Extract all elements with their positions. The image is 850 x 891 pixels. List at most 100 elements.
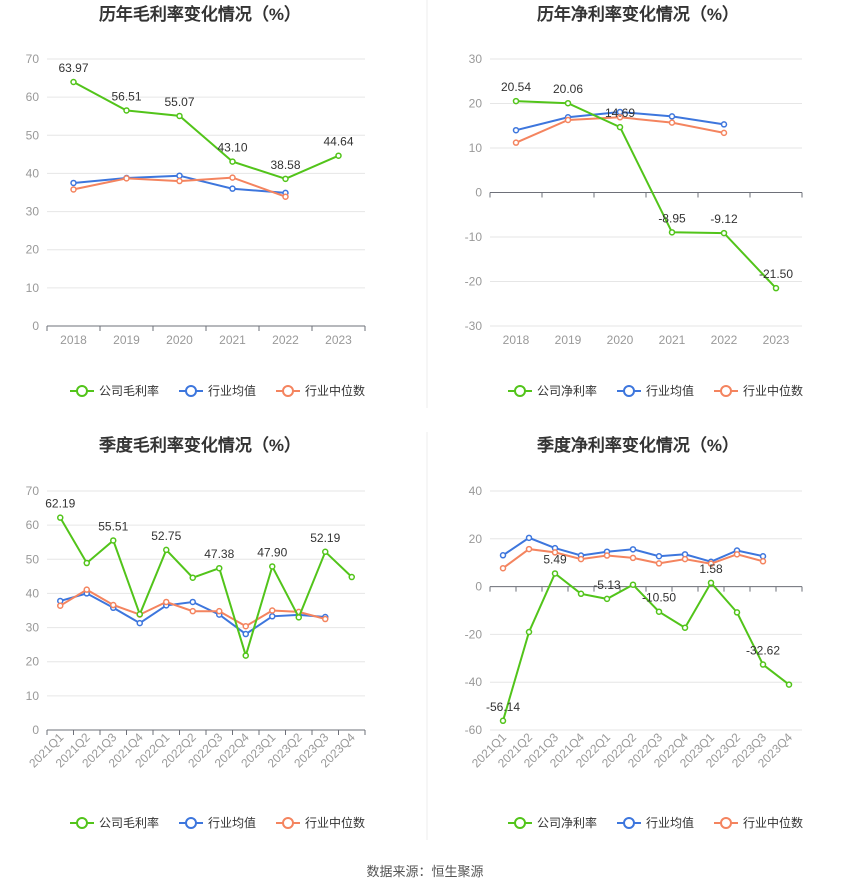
- data-label: 1.58: [699, 562, 723, 576]
- series-line: [515, 100, 777, 289]
- data-point: [681, 555, 689, 563]
- data-point: [322, 615, 329, 623]
- data-point: [70, 179, 77, 187]
- data-label: 55.07: [164, 95, 194, 109]
- data-point: [348, 573, 355, 581]
- data-label: -32.62: [746, 644, 780, 658]
- data-point: [176, 177, 183, 185]
- y-tick-label: 10: [469, 141, 483, 155]
- chart-title: 历年净利率变化情况（%）: [537, 4, 739, 24]
- x-tick-label: 2019: [555, 333, 582, 347]
- y-tick-label: 20: [469, 97, 483, 111]
- legend-marker: [720, 817, 732, 829]
- legend-label: 行业均值: [208, 383, 256, 398]
- y-tick-label: 20: [469, 532, 483, 546]
- data-label: 47.90: [257, 545, 287, 559]
- data-source-footer: 数据来源：恒生聚源: [366, 864, 483, 879]
- data-point: [759, 552, 767, 560]
- series-line: [502, 571, 790, 722]
- y-tick-label: 30: [469, 52, 483, 66]
- y-tick-label: 60: [26, 90, 40, 104]
- data-point: [110, 537, 117, 544]
- y-tick-label: 0: [475, 580, 482, 594]
- y-tick-label: 40: [469, 484, 483, 498]
- y-tick-label: 30: [26, 621, 40, 635]
- data-point: [603, 552, 611, 559]
- data-point: [499, 717, 507, 725]
- data-point: [242, 652, 249, 659]
- data-label: 20.54: [501, 80, 531, 94]
- chart-title: 季度毛利率变化情况（%）: [99, 435, 301, 455]
- legend-label: 行业中位数: [305, 383, 365, 398]
- y-tick-label: 40: [26, 586, 40, 600]
- legend-marker: [514, 817, 526, 829]
- legend-marker: [623, 817, 635, 829]
- data-point: [282, 175, 289, 183]
- data-point: [655, 552, 663, 560]
- data-point: [655, 608, 663, 615]
- data-point: [136, 611, 143, 618]
- legend-marker: [514, 385, 526, 397]
- data-point: [242, 630, 249, 638]
- data-point: [70, 78, 77, 86]
- data-label: 47.38: [204, 547, 234, 561]
- data-point: [83, 586, 90, 593]
- data-label: 5.49: [543, 552, 567, 566]
- data-label: -10.50: [642, 591, 676, 605]
- annual-gross-margin-chart: 历年毛利率变化情况（%） 0 10 20 30 40 50 60 70 2018 2019 2020…: [26, 4, 366, 398]
- data-label: 20.06: [553, 82, 583, 96]
- legend-marker: [76, 817, 88, 829]
- data-point: [655, 560, 663, 567]
- x-tick-label: 2023: [325, 333, 352, 347]
- data-point: [681, 624, 689, 631]
- data-label: 52.19: [310, 531, 340, 545]
- data-point: [772, 284, 780, 292]
- data-point: [720, 121, 728, 128]
- data-point: [83, 559, 90, 567]
- x-tick-label: 2022: [272, 333, 299, 347]
- data-point: [759, 558, 767, 565]
- legend-label: 行业中位数: [305, 815, 365, 830]
- legend-marker: [282, 817, 294, 829]
- data-point: [163, 598, 170, 606]
- y-tick-label: 50: [26, 552, 40, 566]
- data-point: [229, 174, 236, 181]
- legend-label: 行业均值: [208, 815, 256, 830]
- data-point: [335, 152, 342, 159]
- data-point: [603, 595, 611, 603]
- data-point: [707, 560, 715, 567]
- y-tick-label: -30: [465, 319, 483, 333]
- legend-label: 行业中位数: [743, 383, 803, 398]
- legend-marker: [282, 385, 294, 397]
- data-point: [57, 514, 64, 521]
- legend-label: 行业均值: [646, 815, 694, 830]
- data-point: [269, 563, 276, 570]
- y-tick-label: -10: [465, 230, 483, 244]
- data-label: 52.75: [151, 529, 181, 543]
- data-point: [668, 113, 676, 120]
- x-tick-label: 2020: [607, 333, 634, 347]
- data-point: [785, 681, 793, 688]
- data-point: [616, 123, 624, 131]
- legend-label: 公司净利率: [537, 815, 597, 830]
- chart-title: 历年毛利率变化情况（%）: [99, 4, 301, 24]
- data-point: [512, 139, 520, 146]
- data-point: [525, 628, 533, 636]
- data-point: [629, 581, 637, 588]
- x-tick-label: 2023: [763, 333, 790, 347]
- y-tick-label: -20: [465, 627, 483, 641]
- data-point: [282, 193, 289, 200]
- y-tick-label: 10: [26, 281, 40, 295]
- data-label: 63.97: [58, 61, 88, 75]
- data-point: [163, 546, 170, 554]
- data-point: [551, 549, 559, 556]
- data-point: [136, 619, 143, 627]
- data-point: [525, 534, 533, 542]
- data-point: [499, 552, 507, 559]
- data-point: [123, 175, 130, 182]
- data-point: [216, 607, 223, 615]
- data-point: [57, 602, 64, 609]
- y-tick-label: 50: [26, 128, 40, 142]
- x-tick-label: 2018: [60, 333, 87, 347]
- x-tick-label: 2019: [113, 333, 140, 347]
